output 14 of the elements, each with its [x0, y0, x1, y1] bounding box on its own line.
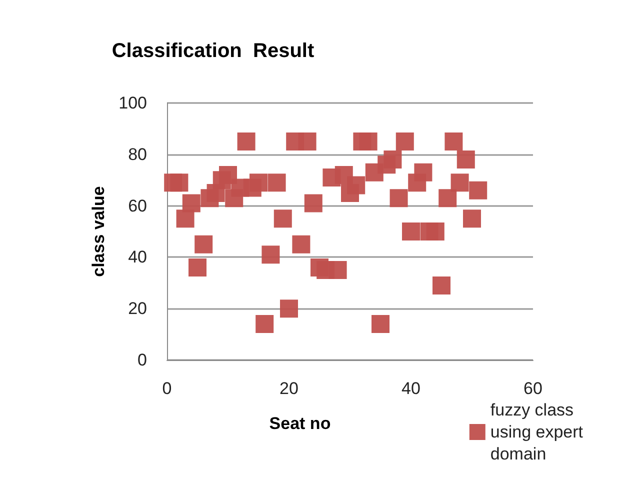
legend-label: fuzzy class using expert domain — [490, 400, 584, 464]
y-tick-label: 0 — [138, 350, 147, 370]
y-tick-label: 20 — [128, 299, 147, 318]
y-axis-title: class value — [89, 186, 108, 277]
y-tick-label: 60 — [128, 196, 147, 216]
x-tick-label: 60 — [524, 379, 542, 398]
x-axis-title: Seat no — [269, 414, 331, 433]
x-tick-label: 40 — [402, 379, 420, 398]
y-tick-label: 40 — [128, 248, 147, 267]
y-tick-label: 100 — [118, 94, 147, 112]
y-tick-label: 80 — [128, 144, 147, 164]
chart-title: Classification Result — [112, 40, 314, 62]
x-tick-label: 20 — [280, 379, 298, 398]
x-tick-label: 0 — [162, 379, 172, 398]
